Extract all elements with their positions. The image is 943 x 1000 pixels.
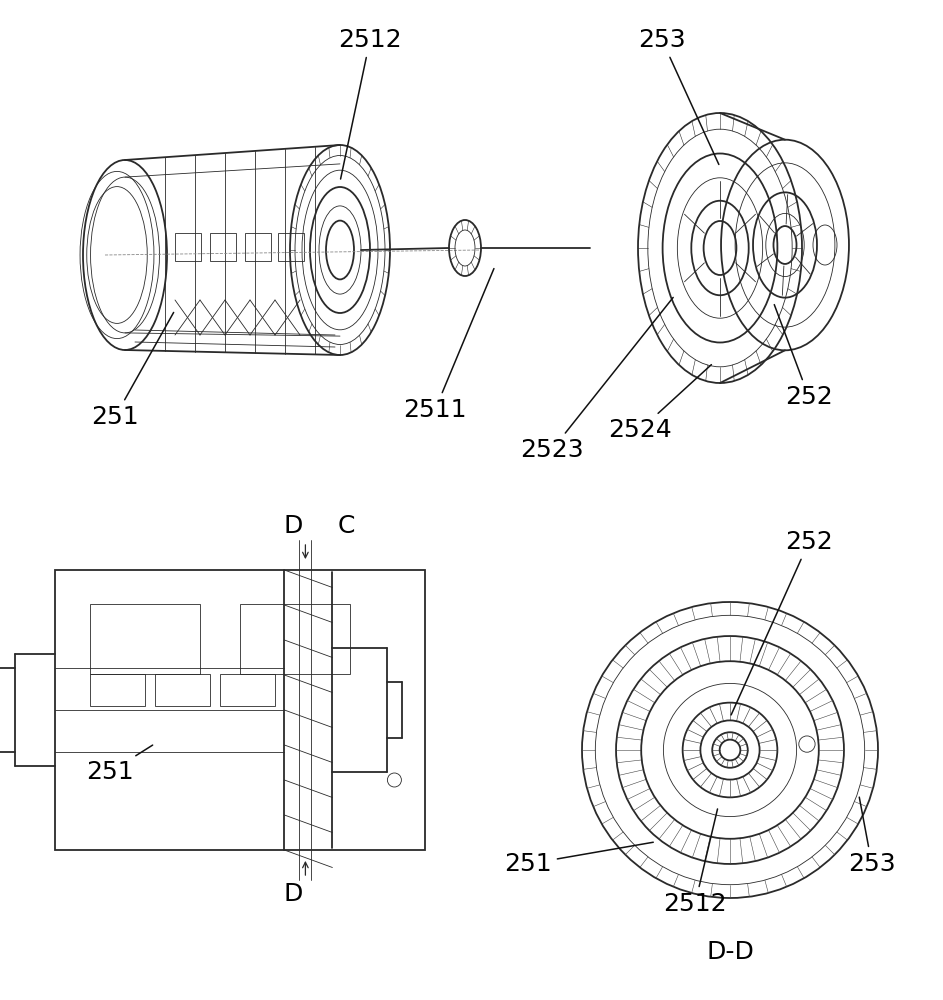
- Bar: [245, 233, 271, 261]
- Text: D: D: [284, 514, 303, 538]
- Bar: [155, 674, 210, 706]
- Text: 2524: 2524: [608, 365, 711, 442]
- Bar: [55, 570, 425, 850]
- Text: 2512: 2512: [339, 28, 402, 179]
- Bar: [90, 674, 145, 706]
- Text: D: D: [284, 882, 303, 906]
- Bar: [175, 233, 201, 261]
- Bar: [90, 604, 200, 674]
- Bar: [240, 604, 350, 674]
- Text: 252: 252: [774, 305, 833, 409]
- Text: 2523: 2523: [520, 297, 673, 462]
- Text: 253: 253: [848, 797, 896, 876]
- Bar: [278, 233, 304, 261]
- Text: C: C: [338, 514, 355, 538]
- Text: 251: 251: [86, 745, 153, 784]
- Text: 253: 253: [638, 28, 719, 164]
- Text: D-D: D-D: [706, 940, 754, 964]
- Text: 251: 251: [91, 312, 174, 429]
- Bar: [210, 233, 236, 261]
- Text: 2512: 2512: [663, 809, 727, 916]
- Text: 2511: 2511: [404, 269, 494, 422]
- Text: 251: 251: [505, 842, 653, 876]
- Text: 252: 252: [731, 530, 833, 715]
- Bar: [220, 674, 275, 706]
